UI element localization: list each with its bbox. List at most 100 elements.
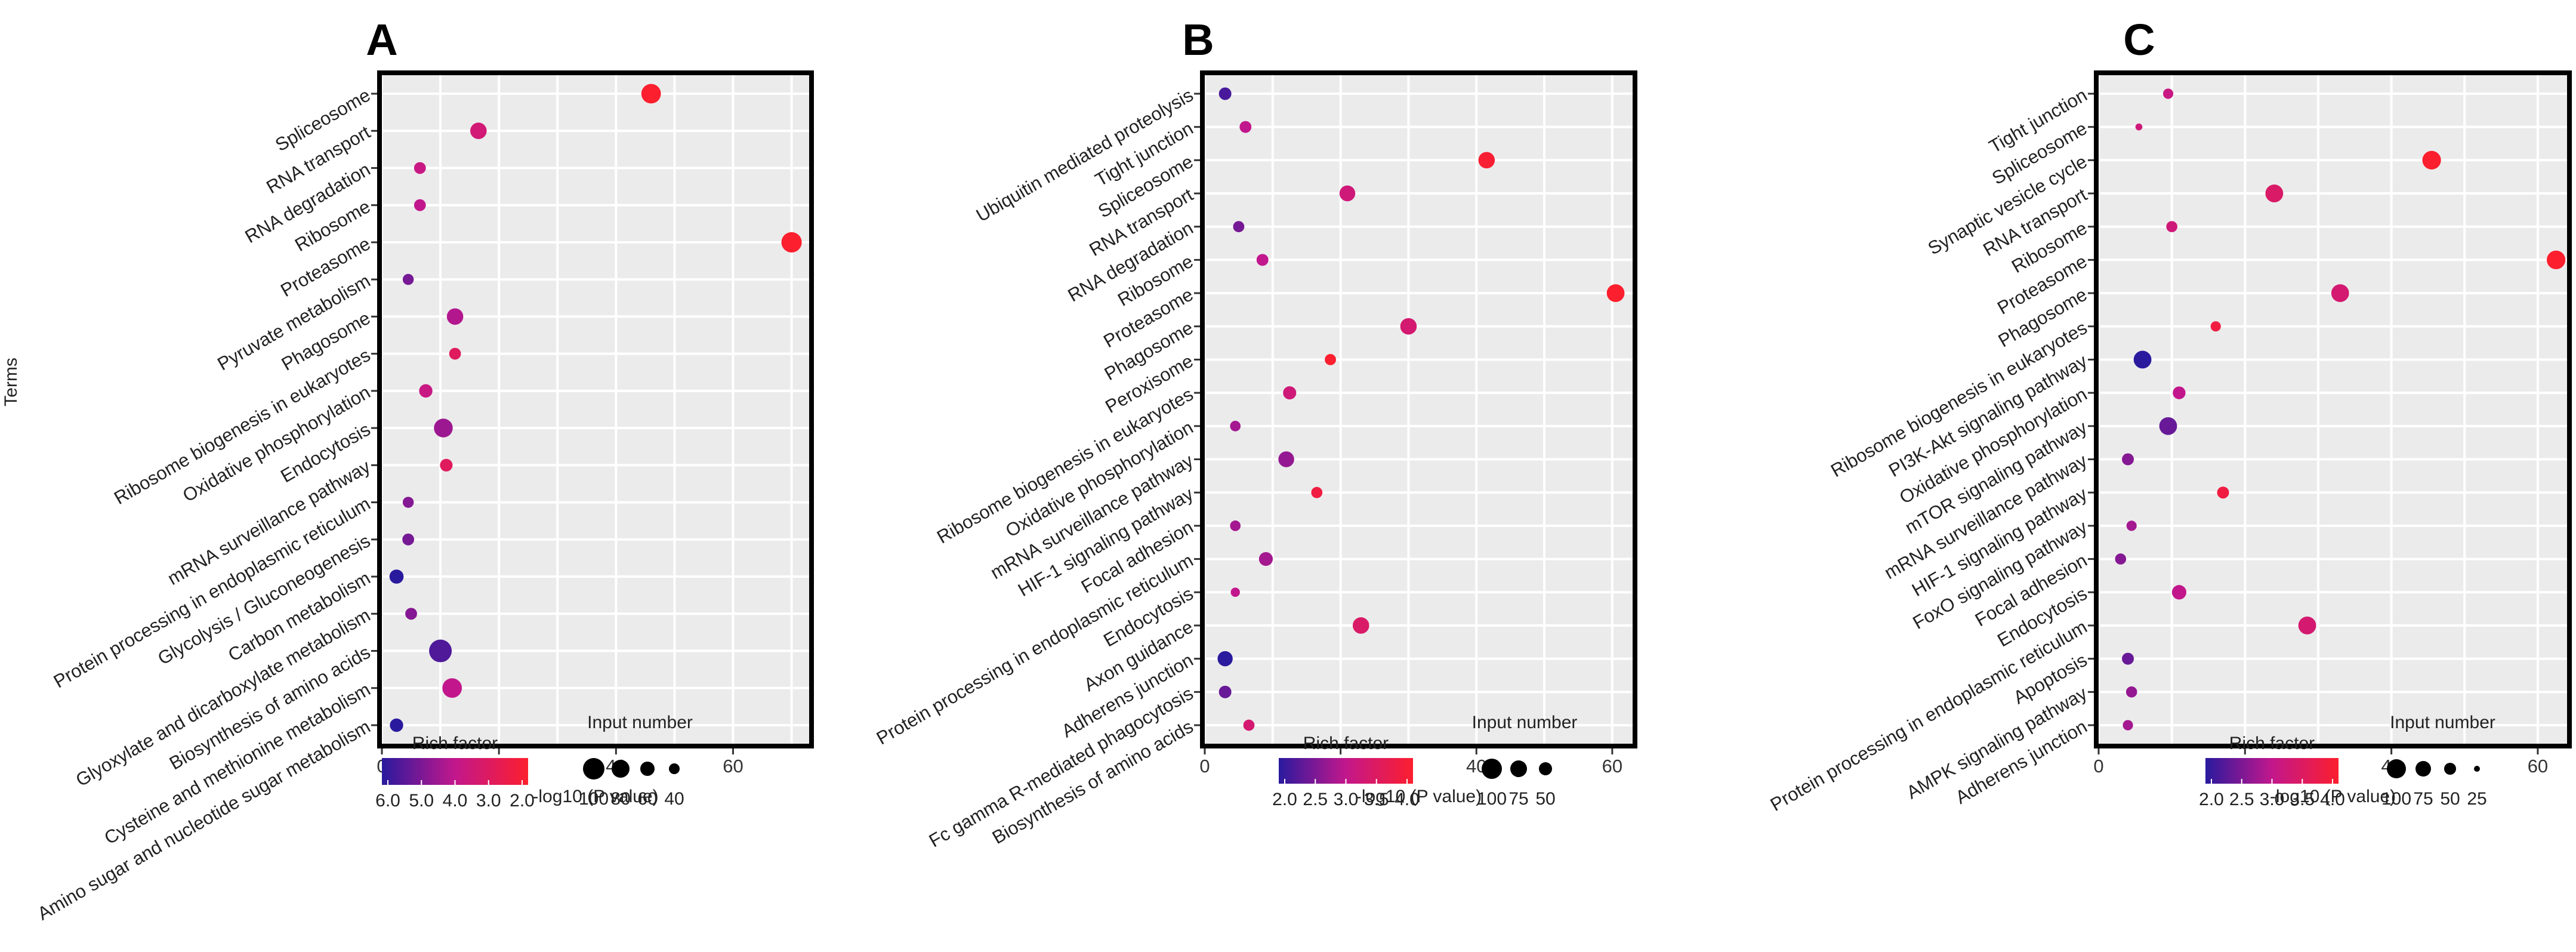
data-point	[641, 84, 661, 104]
x-axis-title: -log10 (P value)	[532, 787, 658, 806]
data-point	[2115, 553, 2127, 565]
color-legend-label: 2.0	[1272, 790, 1297, 809]
data-point	[1230, 520, 1241, 531]
x-tick-label: 0	[2093, 756, 2103, 777]
data-point	[2135, 123, 2143, 131]
data-point	[1311, 486, 1323, 498]
data-point	[1256, 254, 1269, 266]
data-point	[1339, 185, 1356, 202]
size-legend-dot	[2387, 759, 2406, 778]
data-point	[446, 308, 464, 325]
color-legend-label: 4.0	[2320, 790, 2345, 809]
size-legend-dot	[1482, 759, 1502, 779]
size-legend-title: Input number	[587, 713, 693, 732]
size-legend-dot	[2415, 761, 2431, 777]
data-point	[2547, 250, 2566, 270]
size-legend-dot	[1539, 762, 1552, 775]
data-point	[2126, 520, 2137, 531]
data-point	[402, 273, 414, 285]
data-point	[442, 678, 462, 698]
color-legend-label: 3.0	[476, 791, 501, 811]
data-point	[389, 569, 404, 584]
size-legend-label: 100	[1477, 789, 1507, 809]
plot-area	[377, 70, 814, 748]
x-axis-title: -log10 (P value)	[1356, 787, 1482, 806]
data-point	[2298, 617, 2316, 634]
color-legend-label: 3.0	[2260, 790, 2285, 809]
data-point	[1230, 420, 1241, 432]
panel-letter: A	[366, 15, 397, 64]
data-point	[2166, 221, 2177, 233]
data-point	[1239, 121, 1252, 133]
data-point	[402, 533, 415, 546]
y-axis-title: Terms	[1, 358, 21, 406]
data-point	[2210, 321, 2221, 332]
data-point	[2125, 686, 2137, 698]
plot-area	[1200, 70, 1637, 748]
data-point	[1243, 719, 1255, 731]
term-label: Cysteine and methionine metabolism	[101, 679, 374, 848]
size-legend-label: 100	[579, 789, 609, 809]
panel-b: B0204060-log10 (P value)Ubiquitin mediat…	[873, 15, 1637, 852]
size-legend-dot	[583, 758, 604, 780]
size-legend-title: Input number	[2390, 713, 2495, 732]
color-legend-title: Rich factor	[2229, 734, 2315, 753]
data-point	[2122, 652, 2134, 665]
data-point	[402, 497, 414, 508]
size-legend-label: 75	[2413, 789, 2433, 809]
data-point	[1233, 221, 1245, 233]
data-point	[1352, 617, 1369, 634]
color-legend-label: 6.0	[375, 791, 400, 811]
size-legend-label: 80	[610, 789, 630, 809]
color-legend-label: 2.5	[1303, 790, 1328, 809]
data-point	[1258, 552, 1273, 566]
plot-border	[1200, 70, 1637, 748]
size-legend-label: 50	[2440, 789, 2460, 809]
color-legend-label: 5.0	[409, 791, 434, 811]
data-point	[429, 639, 452, 663]
data-point	[2171, 585, 2187, 600]
data-point	[1606, 284, 1625, 303]
data-point	[2122, 720, 2133, 731]
color-legend-label: 2.0	[2199, 790, 2224, 809]
data-point	[1478, 152, 1495, 169]
data-point	[414, 162, 426, 174]
x-axis-title: -log10 (P value)	[2270, 787, 2396, 806]
panel-a: A0204060-log10 (P value)TermsSpliceosome…	[1, 15, 814, 925]
data-point	[781, 232, 802, 252]
size-legend-dot	[612, 760, 630, 778]
data-point	[440, 458, 453, 472]
data-point	[1278, 451, 1294, 467]
data-point	[390, 718, 403, 732]
plot-area	[2094, 70, 2572, 748]
x-tick-label: 0	[1199, 756, 1210, 777]
data-point	[1283, 386, 1297, 400]
data-point	[1325, 354, 1336, 365]
data-point	[470, 122, 487, 140]
data-point	[2173, 386, 2186, 399]
data-point	[1218, 87, 1232, 100]
size-legend-dot	[1510, 760, 1527, 777]
data-point	[2159, 417, 2177, 435]
size-legend-label: 100	[2381, 789, 2411, 809]
panel-letter: C	[2123, 15, 2155, 64]
color-legend-label: 3.5	[2290, 790, 2315, 809]
size-legend-label: 60	[637, 789, 657, 809]
plot-border	[2094, 70, 2572, 748]
color-legend-title: Rich factor	[1303, 734, 1389, 753]
size-legend-dot	[2444, 763, 2456, 775]
data-point	[2265, 184, 2284, 202]
term-label: Fc gamma R-mediated phagocytosis	[925, 683, 1197, 852]
data-point	[1230, 587, 1240, 597]
data-point	[2422, 150, 2441, 170]
size-legend-label: 75	[1508, 789, 1528, 809]
size-legend-label: 40	[664, 789, 684, 809]
x-tick-label: 60	[2528, 756, 2548, 777]
x-tick-label: 60	[1602, 756, 1622, 777]
data-point	[419, 384, 433, 398]
x-tick-label: 60	[723, 756, 743, 777]
color-legend-label: 2.5	[2229, 790, 2254, 809]
color-legend-title: Rich factor	[412, 734, 498, 753]
data-point	[2162, 88, 2174, 99]
